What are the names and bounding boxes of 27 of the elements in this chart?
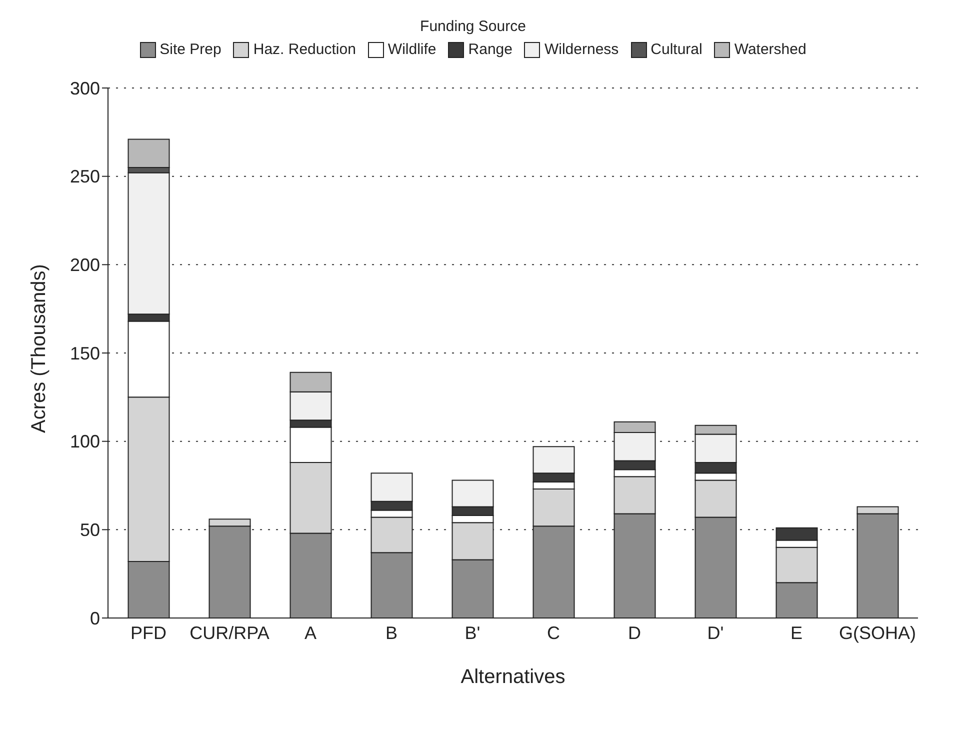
y-tick-label: 50 xyxy=(80,520,100,540)
y-tick-label: 300 xyxy=(70,78,100,98)
legend-label: Haz. Reduction xyxy=(252,41,356,58)
x-tick-label: A xyxy=(304,622,317,643)
legend-label: Site Prep xyxy=(158,41,222,58)
y-tick-label: 0 xyxy=(90,608,100,628)
y-tick-label: 100 xyxy=(70,432,100,452)
x-tick-label: B' xyxy=(464,622,480,643)
x-tick-label: D xyxy=(628,622,641,643)
y-axis-title: Acres (Thousands) xyxy=(28,264,50,433)
legend-label: Wildlife xyxy=(386,41,436,58)
legend-label: Cultural xyxy=(650,41,702,58)
x-tick-label: B xyxy=(385,622,398,643)
y-tick-label: 150 xyxy=(70,343,100,364)
y-tick-label: 200 xyxy=(70,255,100,276)
x-tick-label: PFD xyxy=(130,622,166,643)
x-tick-label: G(SOHA) xyxy=(838,622,916,643)
x-tick-label: D' xyxy=(707,622,724,643)
legend-label: Range xyxy=(467,41,512,58)
legend-label: Watershed xyxy=(733,41,806,58)
y-tick-label: 250 xyxy=(70,166,100,187)
x-tick-label: C xyxy=(547,622,560,643)
x-tick-label: CUR/RPA xyxy=(190,622,270,643)
legend-title: Funding Source xyxy=(419,18,527,35)
x-axis-title: Alternatives xyxy=(460,666,566,688)
legend-label: Wilderness xyxy=(543,41,619,58)
x-tick-label: E xyxy=(790,622,803,643)
